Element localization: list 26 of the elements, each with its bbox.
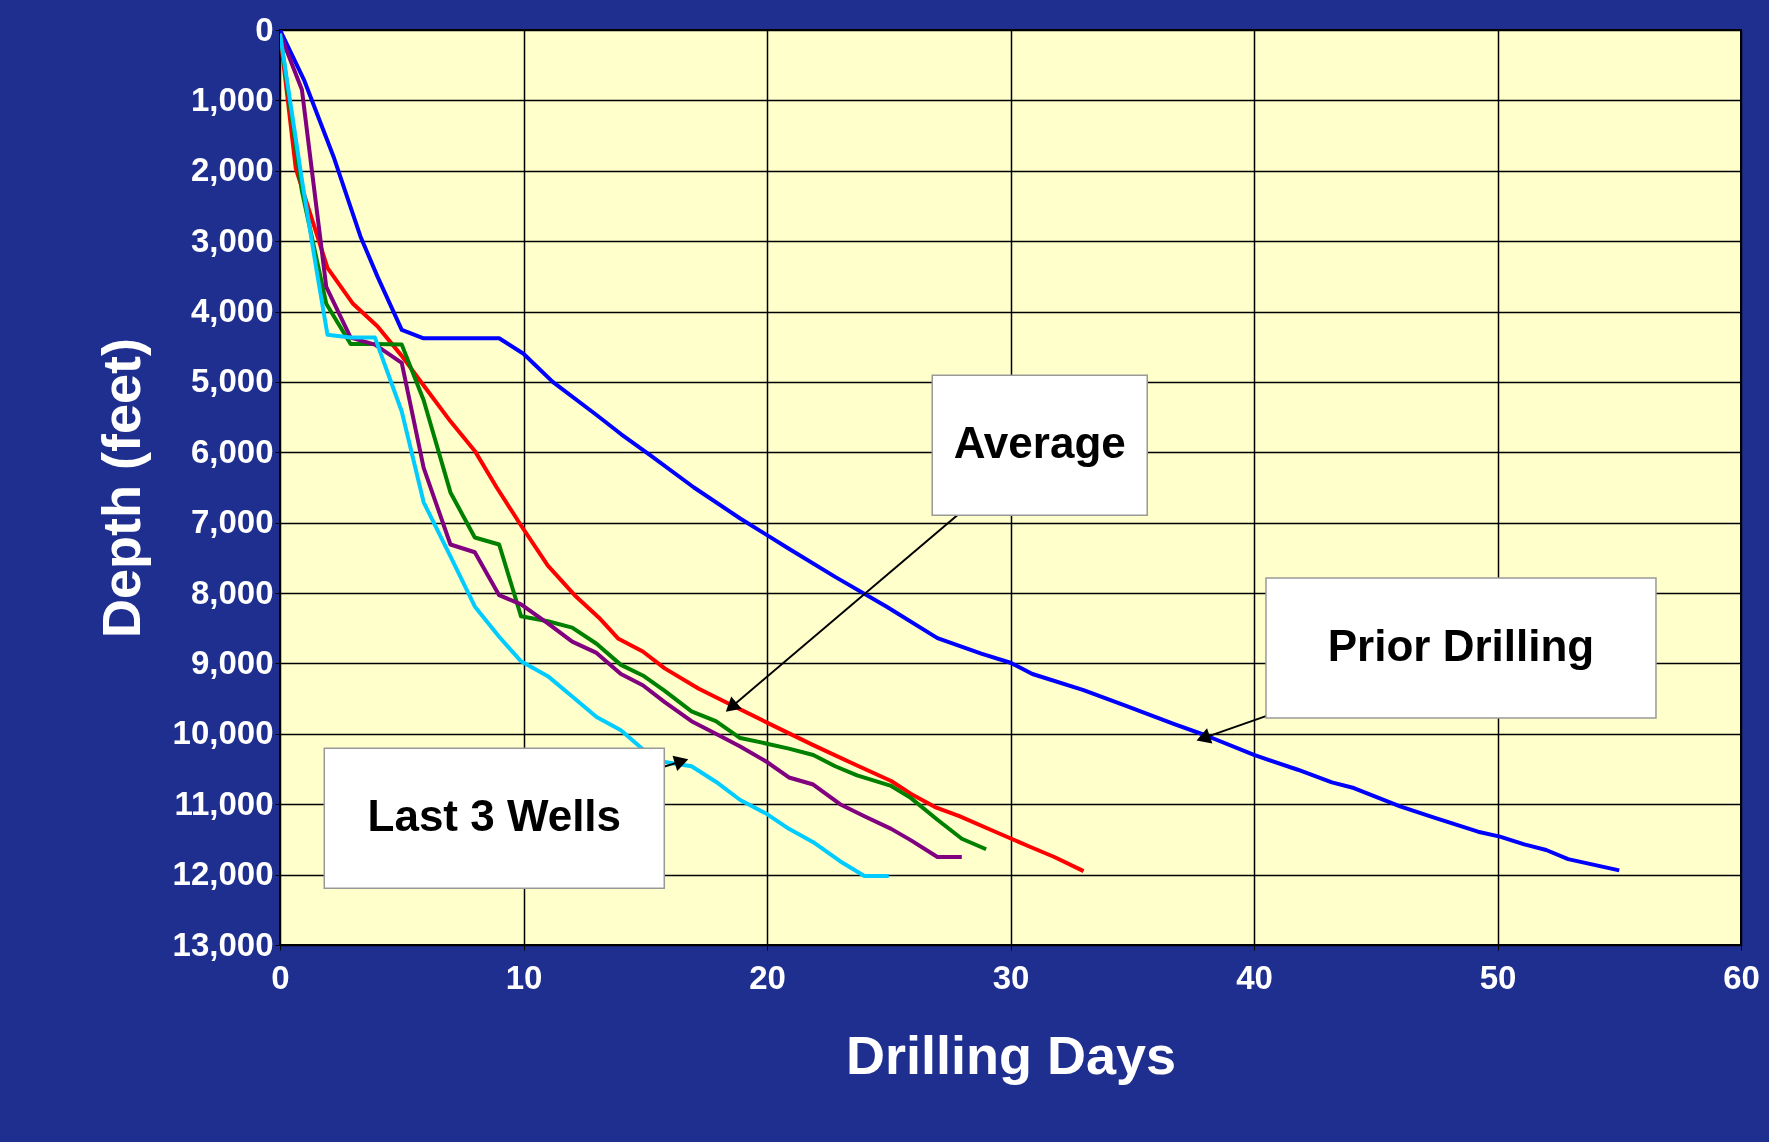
x-tick-label: 50	[1479, 958, 1517, 996]
y-tick-label: 0	[255, 10, 274, 48]
x-tick-label: 30	[992, 958, 1030, 996]
y-axis-title: Depth (feet)	[90, 338, 151, 638]
annotation: Prior Drilling	[1327, 620, 1595, 670]
y-tick-label: 13,000	[172, 925, 274, 963]
x-tick-label: 60	[1723, 958, 1760, 996]
x-tick-label: 10	[505, 958, 543, 996]
y-tick-label: 9,000	[190, 643, 274, 681]
y-tick-label: 8,000	[190, 573, 274, 611]
y-tick-label: 12,000	[172, 855, 274, 893]
y-tick-label: 2,000	[190, 151, 274, 189]
y-tick-label: 11,000	[174, 784, 274, 822]
y-tick-label: 5,000	[190, 362, 274, 400]
line-series	[280, 30, 1622, 873]
y-tick-label: 4,000	[190, 292, 274, 330]
y-tick-label: 1,000	[190, 80, 274, 118]
x-tick-label: 40	[1236, 958, 1273, 996]
x-axis-title: Drilling Days	[845, 1024, 1177, 1085]
x-tick-label: 20	[749, 958, 786, 996]
y-tick-label: 7,000	[190, 503, 274, 541]
y-tick-label: 3,000	[190, 221, 274, 259]
y-tick-label: 10,000	[172, 714, 274, 752]
annotation: Last 3 Wells	[367, 791, 622, 841]
y-tick-label: 6,000	[190, 432, 274, 470]
annotation: Average	[953, 418, 1126, 468]
